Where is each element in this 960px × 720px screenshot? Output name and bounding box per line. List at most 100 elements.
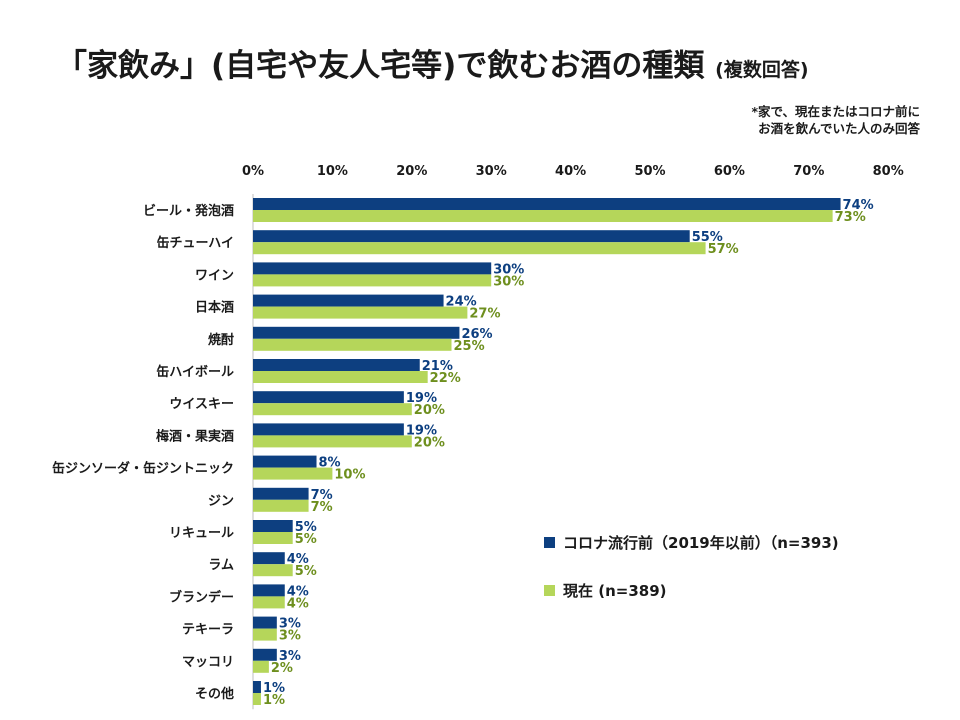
x-tick-label: 60% — [714, 164, 745, 179]
legend-swatch-before — [544, 537, 555, 548]
note-line-1: *家で、現在またはコロナ前に — [751, 104, 920, 119]
x-tick-label: 20% — [396, 164, 427, 179]
category-label: ラム — [208, 558, 234, 573]
bar-before — [253, 487, 309, 500]
bar-before — [253, 616, 277, 629]
data-label-now: 30% — [493, 274, 524, 289]
bar-now — [253, 435, 412, 448]
data-label-now: 5% — [295, 532, 317, 547]
bar-now — [253, 467, 333, 480]
bar-before — [253, 359, 420, 371]
data-label-now: 5% — [295, 564, 317, 579]
category-label: ウイスキー — [169, 397, 234, 412]
data-label-before: 7% — [311, 488, 333, 503]
category-label: ビール・発泡酒 — [143, 203, 234, 219]
chart-note: *家で、現在またはコロナ前に お酒を飲んでいた人のみ回答 — [751, 103, 920, 137]
bar-before — [253, 520, 293, 532]
data-label-now: 1% — [263, 693, 285, 708]
bar-now — [253, 274, 492, 287]
category-label: 缶チューハイ — [157, 235, 234, 251]
bar-now — [253, 499, 309, 512]
category-label: ジン — [208, 494, 234, 509]
data-label-before: 1% — [263, 681, 285, 696]
bar-now — [253, 564, 293, 577]
data-label-before: 19% — [406, 423, 437, 438]
data-label-before: 5% — [295, 520, 317, 535]
data-label-now: 2% — [271, 661, 293, 676]
data-label-before: 26% — [461, 327, 492, 342]
bar-before — [253, 262, 492, 275]
data-label-now: 7% — [311, 500, 333, 515]
bar-now — [253, 306, 468, 319]
bar-now — [253, 532, 293, 544]
data-label-now: 4% — [287, 596, 309, 611]
category-label: 缶ハイボール — [156, 364, 234, 380]
x-tick-label: 40% — [555, 164, 586, 179]
category-label: 焼酎 — [208, 332, 234, 348]
chart-title: 「家飲み」(自宅や友人宅等)で飲むお酒の種類 (複数回答) — [56, 40, 809, 85]
category-label: マッコリ — [182, 655, 234, 670]
bar-before — [253, 455, 317, 468]
bar-now — [253, 403, 412, 416]
x-tick-label: 30% — [476, 164, 507, 179]
data-label-before: 24% — [446, 295, 477, 310]
data-label-before: 55% — [692, 230, 723, 245]
x-tick-label: 70% — [793, 164, 824, 179]
bar-now — [253, 628, 277, 641]
bar-before — [253, 230, 690, 243]
data-label-before: 8% — [319, 456, 341, 471]
category-label: ブランデー — [169, 589, 234, 605]
data-label-before: 3% — [279, 649, 301, 664]
bar-before — [253, 648, 277, 661]
bar-now — [253, 596, 285, 609]
legend-label-now: 現在 (n=389) — [563, 582, 667, 600]
category-label: ワイン — [195, 268, 234, 283]
title-main: 「家飲み」(自宅や友人宅等)で飲むお酒の種類 — [56, 48, 705, 84]
data-label-now: 25% — [454, 339, 485, 354]
x-tick-label: 50% — [634, 164, 665, 179]
bar-before — [253, 391, 404, 404]
data-label-now: 20% — [414, 403, 445, 418]
note-line-2: お酒を飲んでいた人のみ回答 — [758, 121, 920, 136]
category-label: 梅酒・果実酒 — [156, 428, 234, 444]
data-label-now: 22% — [430, 371, 461, 386]
category-label: 日本酒 — [195, 300, 234, 316]
bar-now — [253, 693, 261, 705]
bar-now — [253, 338, 452, 351]
data-label-before: 30% — [493, 262, 524, 277]
x-tick-label: 10% — [317, 164, 348, 179]
bar-before — [253, 294, 444, 307]
bar-before — [253, 584, 285, 597]
data-label-now: 73% — [835, 210, 866, 225]
data-label-now: 10% — [334, 468, 365, 483]
legend-swatch-now — [544, 585, 555, 596]
bar-before — [253, 326, 460, 339]
bar-now — [253, 210, 833, 222]
bar-now — [253, 660, 269, 673]
data-label-before: 21% — [422, 359, 453, 374]
bar-before — [253, 552, 285, 565]
bar-now — [253, 242, 706, 255]
data-label-before: 19% — [406, 391, 437, 406]
data-label-now: 57% — [708, 242, 739, 257]
bar-before — [253, 423, 404, 436]
category-label: その他 — [195, 686, 234, 702]
x-tick-label: 80% — [873, 164, 904, 179]
category-label: 缶ジンソーダ・缶ジントニック — [52, 461, 234, 477]
data-label-before: 74% — [843, 198, 874, 213]
data-label-now: 27% — [469, 307, 500, 322]
category-label: リキュール — [169, 526, 234, 541]
data-label-before: 3% — [279, 617, 301, 632]
bar-now — [253, 371, 428, 383]
data-label-now: 3% — [279, 629, 301, 644]
legend-label-before: コロナ流行前（2019年以前）（n=393) — [563, 534, 839, 552]
category-label: テキーラ — [182, 623, 234, 638]
bar-before — [253, 681, 261, 693]
data-label-before: 4% — [287, 552, 309, 567]
bar-before — [253, 198, 841, 210]
x-tick-label: 0% — [242, 164, 264, 179]
title-subtitle: (複数回答) — [715, 59, 809, 81]
data-label-before: 4% — [287, 584, 309, 599]
data-label-now: 20% — [414, 435, 445, 450]
